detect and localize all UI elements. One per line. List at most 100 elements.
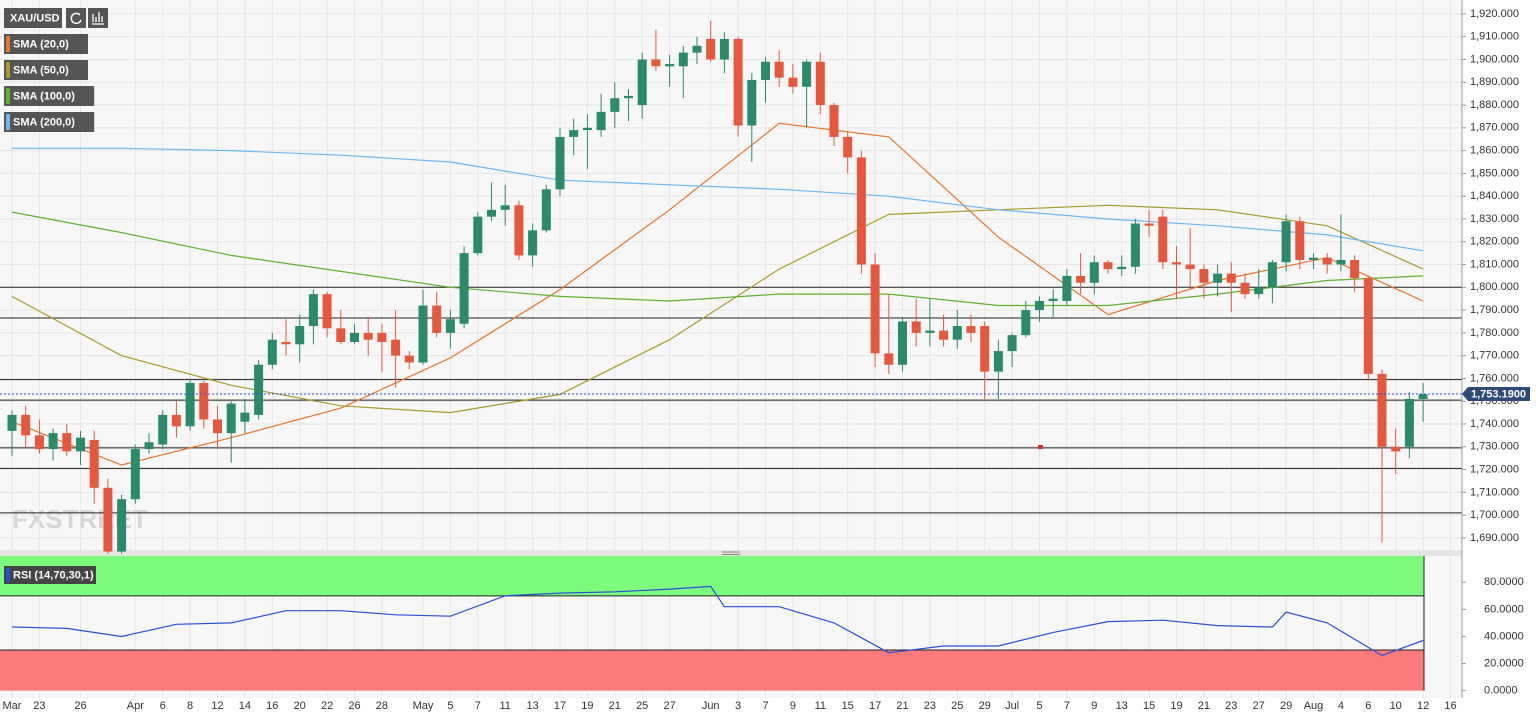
candle-body <box>541 189 551 231</box>
legend-swatch <box>6 62 10 78</box>
x-tick-label: 15 <box>1143 700 1155 712</box>
x-tick-label: 26 <box>348 700 360 712</box>
refresh-button[interactable] <box>66 8 86 28</box>
x-tick-label: 4 <box>1338 700 1344 712</box>
candle-body <box>1007 335 1017 352</box>
candle-body <box>1309 257 1318 260</box>
candle-body <box>1172 262 1181 265</box>
candle-body <box>1130 223 1140 267</box>
x-tick-label: 5 <box>1036 700 1042 712</box>
candle-body <box>952 326 962 340</box>
legend-label: SMA (100,0) <box>13 90 75 102</box>
x-tick-label: May <box>413 700 434 712</box>
legend-swatch <box>6 36 10 52</box>
legend-box[interactable] <box>4 34 88 54</box>
candle-body <box>624 95 633 99</box>
candle-body <box>569 130 579 137</box>
indicator-icon <box>92 12 104 25</box>
y-tick-label: 1,820.000 <box>1470 236 1519 248</box>
candle-body <box>76 437 85 452</box>
last-price-tag <box>1462 386 1530 401</box>
candle-body <box>391 339 401 356</box>
sma-line <box>11 211 1424 307</box>
y-tick-label: 1,690.000 <box>1470 532 1519 544</box>
candle-body <box>226 403 236 434</box>
candle-body <box>1267 262 1277 288</box>
legend-box[interactable] <box>4 60 88 80</box>
candle-body <box>1350 259 1360 279</box>
y-tick-label: 1,890.000 <box>1470 76 1519 88</box>
y-tick-label: 1,840.000 <box>1470 190 1519 202</box>
x-tick-label: 12 <box>1417 700 1429 712</box>
refresh-icon <box>70 12 82 25</box>
candle-body <box>678 52 688 67</box>
candle-body <box>966 326 976 333</box>
legend-swatch <box>6 88 10 104</box>
candle-body <box>815 61 825 106</box>
indicator-button[interactable] <box>88 8 108 28</box>
candle-body <box>761 61 770 80</box>
y-tick-label: 1,850.000 <box>1470 167 1519 179</box>
candle-body <box>171 414 181 427</box>
x-tick-label: 21 <box>896 700 908 712</box>
y-tick-label: 1,730.000 <box>1470 441 1519 453</box>
candle-body <box>1213 273 1223 283</box>
candle-body <box>1226 273 1236 283</box>
candle-body <box>843 136 853 158</box>
candle-body <box>1185 264 1195 270</box>
candle-body <box>1199 269 1209 283</box>
candle-body <box>1240 282 1250 295</box>
candle-body <box>48 433 58 450</box>
candle-body <box>158 414 168 445</box>
candle-body <box>733 38 743 126</box>
candle-body <box>637 59 647 106</box>
candle-body <box>1377 373 1387 447</box>
candle-body <box>62 433 72 452</box>
candle-body <box>21 414 31 436</box>
candle-body <box>651 59 661 67</box>
candle-body <box>185 382 195 427</box>
x-tick-label: 21 <box>1198 700 1210 712</box>
x-tick-label: Jul <box>1005 700 1019 712</box>
x-tick-label: 12 <box>211 700 223 712</box>
candle-body <box>377 332 387 342</box>
x-tick-label: Apr <box>127 700 144 712</box>
candle-body <box>719 38 729 60</box>
symbol-box[interactable] <box>4 8 62 28</box>
last-price-label: 1,753.1900 <box>1471 388 1526 400</box>
candle-body <box>788 77 798 87</box>
x-tick-label: 6 <box>1365 700 1371 712</box>
x-tick-label: 7 <box>475 700 481 712</box>
candle-body <box>322 294 332 329</box>
x-tick-label: 28 <box>376 700 388 712</box>
x-tick-label: 9 <box>790 700 796 712</box>
panel-divider[interactable] <box>0 550 1462 556</box>
candle-body <box>1336 259 1346 265</box>
x-tick-label: 23 <box>1225 700 1237 712</box>
rsi-line <box>11 585 1424 657</box>
sma-line <box>11 204 1424 414</box>
candle-body <box>1103 262 1113 270</box>
candle-body <box>130 449 140 500</box>
y-tick-label: 1,720.000 <box>1470 463 1519 475</box>
x-tick-label: 14 <box>239 700 251 712</box>
y-tick-label: 1,910.000 <box>1470 31 1519 43</box>
symbol: XAU/USD <box>10 12 60 24</box>
candle-body <box>1076 275 1086 283</box>
y-tick-label: 1,810.000 <box>1470 258 1519 270</box>
candle-body <box>1281 221 1291 263</box>
legend-box[interactable] <box>4 86 95 106</box>
x-tick-label: 7 <box>1064 700 1070 712</box>
y-tick-label: 1,700.000 <box>1470 509 1519 521</box>
x-tick-label: 26 <box>74 700 86 712</box>
candle-body <box>1295 221 1305 260</box>
candle-body <box>747 79 757 126</box>
x-tick-label: 23 <box>33 700 45 712</box>
x-tick-label: 27 <box>1253 700 1265 712</box>
legend-box[interactable] <box>4 112 95 132</box>
x-tick-label: 27 <box>663 700 675 712</box>
x-tick-label: 25 <box>636 700 648 712</box>
x-tick-label: 5 <box>447 700 453 712</box>
candle-body <box>336 328 346 342</box>
candle-body <box>514 205 524 256</box>
